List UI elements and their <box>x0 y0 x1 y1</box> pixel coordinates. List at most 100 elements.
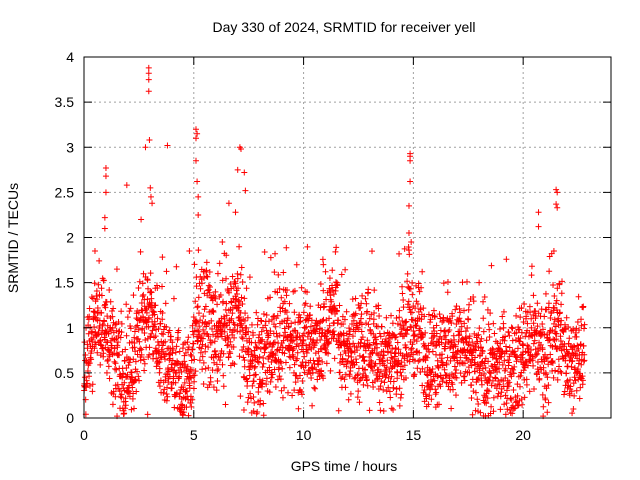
data-point <box>315 319 322 326</box>
data-point <box>461 346 468 353</box>
data-point <box>478 359 485 366</box>
data-point <box>368 364 375 371</box>
data-point <box>191 372 198 379</box>
data-point <box>309 364 316 371</box>
data-point <box>100 277 107 284</box>
data-point <box>278 294 285 301</box>
data-point <box>158 354 165 361</box>
data-point <box>484 395 491 402</box>
data-point <box>501 357 508 364</box>
data-point <box>81 374 88 381</box>
data-point <box>403 351 410 358</box>
data-point <box>390 406 397 413</box>
data-point <box>478 372 485 379</box>
data-point <box>179 412 186 419</box>
data-point <box>571 364 578 371</box>
data-point <box>145 76 152 83</box>
data-point <box>307 335 314 342</box>
data-point <box>276 373 283 380</box>
data-point <box>439 318 446 325</box>
data-point <box>490 394 497 401</box>
data-point <box>335 317 342 324</box>
data-point <box>506 379 513 386</box>
data-point <box>485 358 492 365</box>
data-point <box>149 200 156 207</box>
data-point <box>528 263 535 270</box>
data-point <box>513 329 520 336</box>
data-point <box>289 338 296 345</box>
data-point <box>352 356 359 363</box>
data-point <box>424 372 431 379</box>
data-point <box>225 354 232 361</box>
data-point <box>456 305 463 312</box>
data-point <box>509 410 516 417</box>
data-point <box>537 341 544 348</box>
data-point <box>416 288 423 295</box>
data-point <box>133 323 140 330</box>
data-point <box>205 282 212 289</box>
data-point <box>200 359 207 366</box>
data-point <box>385 348 392 355</box>
data-point <box>131 328 138 335</box>
data-point <box>259 377 266 384</box>
data-point <box>343 308 350 315</box>
data-point <box>523 358 530 365</box>
y-tick-label: 3.5 <box>55 94 75 110</box>
data-point <box>188 357 195 364</box>
data-point <box>104 339 111 346</box>
data-point <box>468 382 475 389</box>
data-point <box>323 349 330 356</box>
data-point <box>486 374 493 381</box>
data-point <box>366 315 373 322</box>
data-point <box>411 357 418 364</box>
data-point <box>385 374 392 381</box>
data-point <box>186 370 193 377</box>
data-point <box>253 309 260 316</box>
data-point <box>126 382 133 389</box>
data-point <box>530 362 537 369</box>
data-point <box>163 390 170 397</box>
data-point <box>152 302 159 309</box>
data-point <box>159 283 166 290</box>
data-point <box>176 373 183 380</box>
data-point <box>499 361 506 368</box>
data-point <box>86 360 93 367</box>
data-point <box>135 373 142 380</box>
data-point <box>534 323 541 330</box>
data-point <box>380 352 387 359</box>
data-point <box>393 333 400 340</box>
data-point <box>440 317 447 324</box>
data-point <box>221 315 228 322</box>
data-point <box>361 358 368 365</box>
data-point <box>333 244 340 251</box>
data-point <box>148 330 155 337</box>
data-point <box>448 339 455 346</box>
data-point <box>220 372 227 379</box>
data-point <box>347 390 354 397</box>
data-point <box>523 381 530 388</box>
data-point <box>243 375 250 382</box>
data-point <box>398 326 405 333</box>
y-tick-label: 0.5 <box>55 365 75 381</box>
data-point <box>122 346 129 353</box>
data-point <box>469 339 476 346</box>
data-point <box>209 331 216 338</box>
data-point <box>407 178 414 185</box>
data-point <box>307 303 314 310</box>
data-point <box>478 381 485 388</box>
data-point <box>360 381 367 388</box>
data-point <box>163 397 170 404</box>
data-point <box>209 325 216 332</box>
data-point <box>528 272 535 279</box>
data-point <box>465 341 472 348</box>
data-point <box>322 333 329 340</box>
data-point <box>458 323 465 330</box>
data-point <box>142 307 149 314</box>
data-point <box>200 313 207 320</box>
data-points <box>81 64 588 420</box>
data-point <box>476 325 483 332</box>
data-point <box>229 273 236 280</box>
data-point <box>362 295 369 302</box>
data-point <box>252 363 259 370</box>
data-point <box>281 384 288 391</box>
